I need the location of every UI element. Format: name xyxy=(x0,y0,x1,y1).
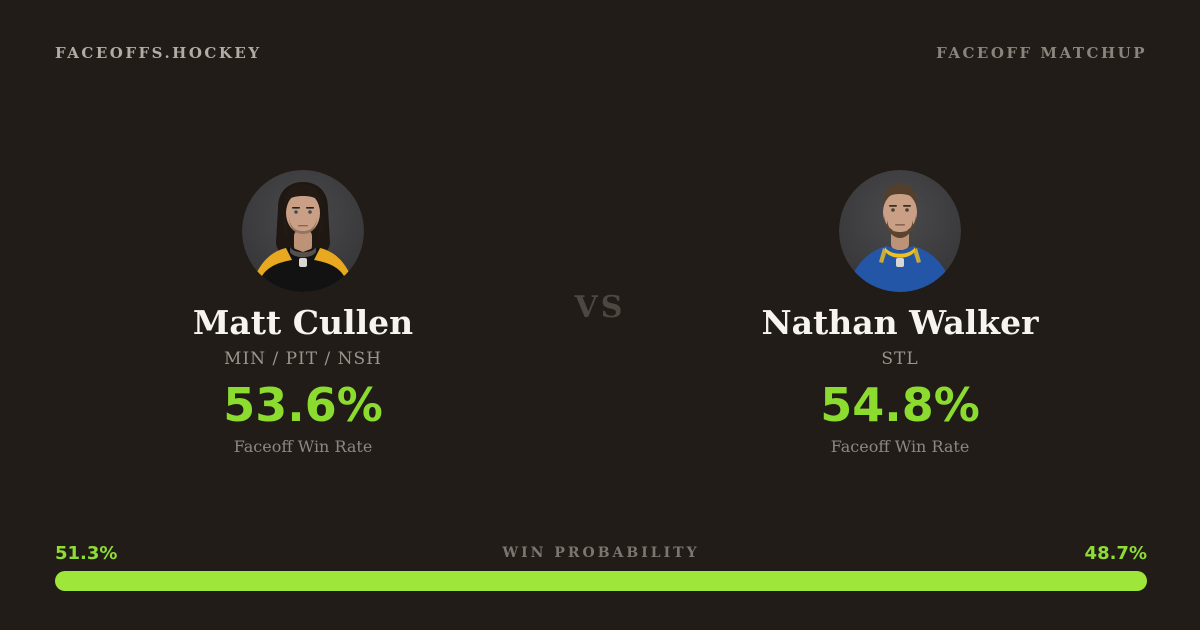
player-avatar-left xyxy=(242,170,364,292)
player-photo-icon xyxy=(839,170,961,292)
player-card-left: Matt Cullen MIN / PIT / NSH 53.6% Faceof… xyxy=(123,170,483,456)
player-teams-left: MIN / PIT / NSH xyxy=(224,349,382,370)
win-probability-left-value: 51.3% xyxy=(55,543,118,564)
player-teams-right: STL xyxy=(881,349,919,370)
win-probability-title: WIN PROBABILITY xyxy=(502,545,700,561)
player-card-right: Nathan Walker STL 54.8% Faceoff Win Rate xyxy=(720,170,1080,456)
page-title: FACEOFF MATCHUP xyxy=(936,44,1147,62)
win-probability-bar xyxy=(55,571,1147,591)
player-name-right: Nathan Walker xyxy=(761,303,1039,342)
player-name-left: Matt Cullen xyxy=(192,303,414,342)
brand-logo-text: FACEOFFS.HOCKEY xyxy=(55,44,262,62)
header: FACEOFFS.HOCKEY FACEOFF MATCHUP xyxy=(55,44,1147,62)
faceoff-win-rate-right: 54.8% xyxy=(820,378,980,433)
win-probability-labels: 51.3% WIN PROBABILITY 48.7% xyxy=(55,543,1147,564)
win-probability-right-value: 48.7% xyxy=(1084,543,1147,564)
faceoff-win-rate-label-left: Faceoff Win Rate xyxy=(233,437,373,457)
player-photo-icon xyxy=(242,170,364,292)
faceoff-win-rate-left: 53.6% xyxy=(223,378,383,433)
faceoff-win-rate-label-right: Faceoff Win Rate xyxy=(830,437,970,457)
player-avatar-right xyxy=(839,170,961,292)
vs-label: VS xyxy=(574,290,626,325)
